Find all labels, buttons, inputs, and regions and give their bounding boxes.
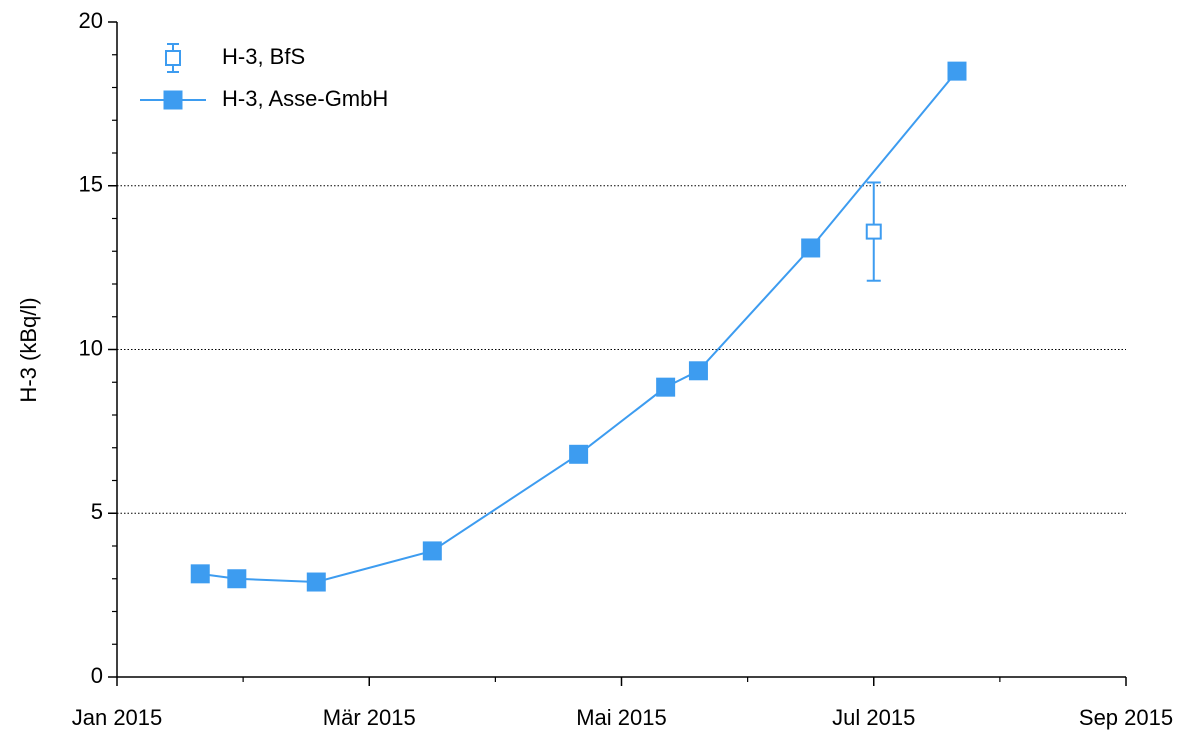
data-point bbox=[865, 223, 882, 240]
x-tick-label: Mär 2015 bbox=[323, 705, 416, 730]
legend-marker bbox=[165, 50, 181, 66]
legend-label: H-3, Asse-GmbH bbox=[222, 86, 388, 111]
data-point bbox=[227, 569, 247, 589]
x-tick-label: Mai 2015 bbox=[576, 705, 667, 730]
x-tick-label: Jul 2015 bbox=[832, 705, 915, 730]
x-tick-label: Sep 2015 bbox=[1079, 705, 1173, 730]
legend-marker bbox=[163, 90, 183, 110]
legend-label: H-3, BfS bbox=[222, 44, 305, 69]
y-tick-label: 15 bbox=[79, 172, 103, 197]
y-tick-label: 10 bbox=[79, 335, 103, 360]
data-point bbox=[422, 541, 442, 561]
data-point bbox=[190, 564, 210, 584]
series-line bbox=[200, 70, 958, 584]
y-tick-label: 20 bbox=[79, 8, 103, 33]
data-point bbox=[688, 361, 708, 381]
y-tick-label: 0 bbox=[91, 663, 103, 688]
data-point bbox=[947, 61, 967, 81]
data-point bbox=[656, 377, 676, 397]
y-axis-label: H-3 (kBq/l) bbox=[16, 297, 41, 402]
y-tick-label: 5 bbox=[91, 499, 103, 524]
data-point bbox=[801, 238, 821, 258]
data-point bbox=[306, 572, 326, 592]
x-tick-label: Jan 2015 bbox=[72, 705, 163, 730]
data-point bbox=[569, 444, 589, 464]
